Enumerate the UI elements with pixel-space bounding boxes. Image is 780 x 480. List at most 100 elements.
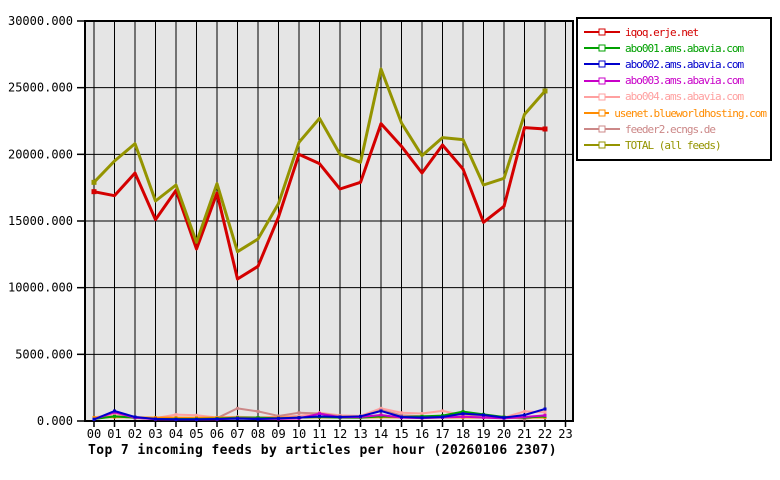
x-axis-label: 17 xyxy=(435,427,449,441)
x-axis-label: 04 xyxy=(169,427,183,441)
legend-item-abo003.ams.abavia.com: abo003.ams.abavia.com xyxy=(584,73,766,89)
series-marker-abo002.ams.abavia.com xyxy=(277,416,280,420)
x-axis-label: 12 xyxy=(333,427,347,441)
series-marker-abo002.ams.abavia.com xyxy=(502,416,506,420)
x-axis-label: 00 xyxy=(87,427,101,441)
x-axis-label: 14 xyxy=(374,427,388,441)
series-marker-iqoq.erje.net xyxy=(542,126,548,132)
series-marker-abo003.ams.abavia.com xyxy=(523,415,526,419)
series-marker-abo003.ams.abavia.com xyxy=(379,413,383,417)
x-axis-label: 21 xyxy=(517,427,531,441)
y-axis-label: 0.000 xyxy=(37,414,73,428)
legend-sample-line xyxy=(584,141,620,149)
x-axis-label: 13 xyxy=(353,427,367,441)
x-axis-label: 11 xyxy=(312,427,326,441)
series-marker-TOTAL (all feeds) xyxy=(91,179,97,185)
series-marker-abo003.ams.abavia.com xyxy=(318,412,321,416)
x-axis-label: 18 xyxy=(456,427,470,441)
x-axis-label: 05 xyxy=(189,427,203,441)
legend-label: abo002.ams.abavia.com xyxy=(625,57,744,71)
legend-sample-marker-icon xyxy=(598,44,606,52)
series-marker-abo004.ams.abavia.com xyxy=(523,409,526,413)
series-marker-abo002.ams.abavia.com xyxy=(338,415,342,419)
series-marker-abo002.ams.abavia.com xyxy=(482,413,485,417)
x-axis-label: 08 xyxy=(251,427,265,441)
y-axis-label: 10000.000 xyxy=(8,281,73,295)
series-marker-abo003.ams.abavia.com xyxy=(461,415,465,419)
series-marker-abo002.ams.abavia.com xyxy=(195,417,198,421)
legend-item-abo001.ams.abavia.com: abo001.ams.abavia.com xyxy=(584,40,766,56)
legend-sample-marker-icon xyxy=(598,28,606,36)
series-marker-abo002.ams.abavia.com xyxy=(420,416,424,420)
series-marker-abo004.ams.abavia.com xyxy=(195,413,198,417)
legend-item-iqoq.erje.net: iqoq.erje.net xyxy=(584,24,766,40)
series-marker-abo002.ams.abavia.com xyxy=(543,407,547,411)
series-marker-abo002.ams.abavia.com xyxy=(256,417,260,421)
legend-box: iqoq.erje.net abo001.ams.abavia.com abo002… xyxy=(576,17,772,161)
legend-sample-line xyxy=(584,60,620,68)
series-marker-feeder2.ecngs.de xyxy=(277,414,280,418)
legend-sample-marker-icon xyxy=(598,77,606,85)
x-axis-label: 07 xyxy=(230,427,244,441)
series-marker-abo001.ams.abavia.com xyxy=(461,410,465,414)
x-axis-label: 06 xyxy=(210,427,224,441)
x-axis-label: 19 xyxy=(476,427,490,441)
series-marker-abo002.ams.abavia.com xyxy=(318,414,321,418)
legend-sample-line xyxy=(584,28,620,36)
plot-border xyxy=(84,20,574,422)
x-axis-label: 01 xyxy=(107,427,121,441)
legend-sample-marker-icon xyxy=(598,60,606,68)
series-marker-abo002.ams.abavia.com xyxy=(359,414,362,418)
series-marker-abo002.ams.abavia.com xyxy=(174,417,178,421)
series-marker-abo002.ams.abavia.com xyxy=(154,417,157,421)
y-axis-label: 5000.000 xyxy=(15,347,73,361)
chart-title: Top 7 incoming feeds by articles per hou… xyxy=(88,443,557,458)
series-marker-feeder2.ecngs.de xyxy=(256,409,260,413)
legend-label: abo001.ams.abavia.com xyxy=(625,41,744,55)
legend-label: usenet.blueworldhosting.com xyxy=(614,106,767,120)
legend-sample-line xyxy=(584,109,610,117)
series-marker-abo002.ams.abavia.com xyxy=(133,415,137,419)
legend-item-TOTAL (all feeds): TOTAL (all feeds) xyxy=(584,137,766,153)
x-axis-label: 22 xyxy=(538,427,552,441)
y-axis-label: 15000.000 xyxy=(8,214,73,228)
legend-label: abo003.ams.abavia.com xyxy=(625,74,744,88)
legend-label: feeder2.ecngs.de xyxy=(625,122,716,136)
legend-item-abo004.ams.abavia.com: abo004.ams.abavia.com xyxy=(584,89,766,105)
series-line-TOTAL (all feeds) xyxy=(92,67,547,254)
series-marker-TOTAL (all feeds) xyxy=(542,88,548,94)
series-marker-abo004.ams.abavia.com xyxy=(379,406,383,410)
legend-label: iqoq.erje.net xyxy=(625,25,699,39)
series-marker-feeder2.ecngs.de xyxy=(236,406,239,410)
series-marker-abo003.ams.abavia.com xyxy=(543,413,547,417)
series-marker-abo002.ams.abavia.com xyxy=(92,417,96,421)
legend-sample-marker-icon xyxy=(598,93,606,101)
series-marker-abo004.ams.abavia.com xyxy=(543,410,547,414)
series-marker-abo002.ams.abavia.com xyxy=(379,409,383,413)
legend-item-feeder2.ecngs.de: feeder2.ecngs.de xyxy=(584,121,766,137)
x-axis-label: 03 xyxy=(148,427,162,441)
x-axis-label: 23 xyxy=(558,427,572,441)
series-marker-abo004.ams.abavia.com xyxy=(420,412,424,416)
legend-sample-marker-icon xyxy=(598,141,606,149)
legend-sample-line xyxy=(584,125,620,133)
legend-sample-line xyxy=(584,44,620,52)
y-axis-label: 20000.000 xyxy=(8,147,73,161)
x-axis-label: 16 xyxy=(415,427,429,441)
x-axis-label: 02 xyxy=(128,427,142,441)
series-marker-feeder2.ecngs.de xyxy=(400,413,403,417)
series-marker-abo003.ams.abavia.com xyxy=(482,416,485,420)
legend-label: abo004.ams.abavia.com xyxy=(625,90,744,104)
legend-item-usenet.blueworldhosting.com: usenet.blueworldhosting.com xyxy=(584,105,767,121)
y-axis-label: 25000.000 xyxy=(8,81,73,95)
series-marker-abo002.ams.abavia.com xyxy=(215,417,219,421)
legend-sample-marker-icon xyxy=(598,125,606,133)
x-axis-label: 15 xyxy=(394,427,408,441)
series-marker-abo002.ams.abavia.com xyxy=(297,416,301,420)
series-marker-abo004.ams.abavia.com xyxy=(441,409,444,413)
series-marker-iqoq.erje.net xyxy=(91,189,97,195)
series-marker-abo004.ams.abavia.com xyxy=(174,413,178,417)
series-marker-abo004.ams.abavia.com xyxy=(400,411,403,415)
